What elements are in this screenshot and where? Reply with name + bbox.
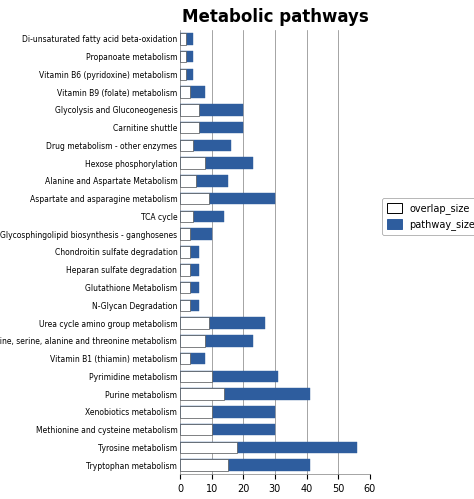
Bar — [180, 104, 199, 116]
Bar — [180, 317, 265, 329]
Legend: overlap_size, pathway_size: overlap_size, pathway_size — [382, 198, 474, 235]
Bar — [180, 460, 228, 471]
Bar — [180, 86, 190, 98]
Bar — [180, 282, 199, 293]
Bar — [180, 246, 199, 258]
Bar — [180, 68, 186, 80]
Bar — [180, 211, 193, 222]
Bar — [180, 211, 224, 222]
Bar — [180, 406, 275, 418]
Bar — [180, 353, 190, 364]
Bar — [180, 193, 275, 205]
Bar — [180, 371, 212, 382]
Bar — [180, 193, 209, 205]
Bar — [180, 33, 186, 44]
Bar — [180, 299, 190, 311]
Bar — [180, 68, 193, 80]
Bar — [180, 122, 199, 133]
Bar — [180, 86, 205, 98]
Bar — [180, 122, 243, 133]
Bar — [180, 335, 253, 347]
Bar — [180, 229, 212, 240]
Bar — [180, 442, 237, 453]
Bar — [180, 335, 205, 347]
Bar — [180, 33, 193, 44]
Bar — [180, 353, 205, 364]
Bar — [180, 299, 199, 311]
Bar — [180, 51, 193, 62]
Bar — [180, 406, 212, 418]
Bar — [180, 388, 224, 400]
Bar — [180, 388, 310, 400]
Bar — [180, 424, 212, 436]
Bar — [180, 264, 190, 275]
Bar — [180, 157, 205, 169]
Bar — [180, 442, 357, 453]
Bar — [180, 317, 209, 329]
Bar — [180, 371, 278, 382]
Bar — [180, 460, 310, 471]
Bar — [180, 157, 253, 169]
Bar — [180, 175, 228, 187]
Bar — [180, 282, 190, 293]
Bar — [180, 140, 231, 151]
Bar — [180, 246, 190, 258]
Bar — [180, 424, 275, 436]
Bar — [180, 51, 186, 62]
Bar — [180, 140, 193, 151]
Bar — [180, 264, 199, 275]
Bar — [180, 229, 190, 240]
Bar — [180, 104, 243, 116]
Title: Metabolic pathways: Metabolic pathways — [182, 7, 368, 25]
Bar — [180, 175, 196, 187]
